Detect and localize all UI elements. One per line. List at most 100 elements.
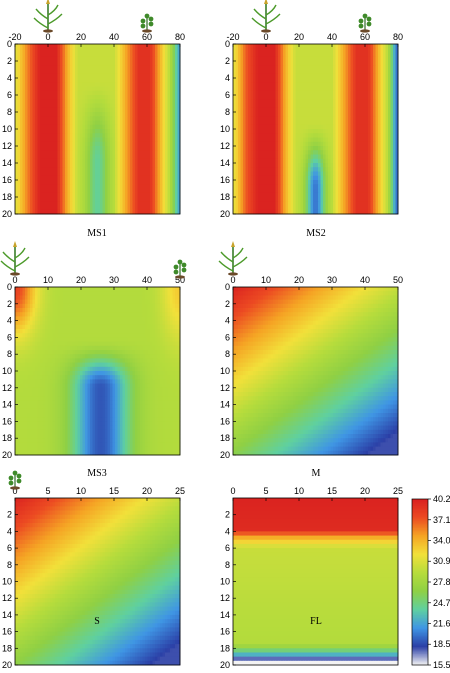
heat-cell [235, 133, 239, 138]
heat-cell [310, 116, 314, 121]
heat-cell [140, 205, 143, 211]
heat-cell [328, 82, 331, 87]
heat-cell [238, 90, 241, 96]
heat-cell [165, 90, 168, 96]
heat-cell [233, 175, 236, 181]
heat-cell [90, 95, 93, 100]
heat-cell [145, 56, 148, 62]
heat-cell [25, 167, 28, 172]
heat-cell [55, 158, 58, 164]
heat-cell [375, 52, 379, 58]
heat-cell [140, 61, 143, 66]
heat-cell [388, 69, 391, 75]
heat-cell [132, 133, 136, 138]
heat-cell [330, 69, 334, 75]
heat-cell [335, 150, 339, 155]
heat-cell [72, 61, 76, 66]
heat-cell [50, 103, 53, 109]
heat-cell [280, 48, 284, 53]
heat-cell [305, 141, 309, 147]
heat-cell [330, 82, 334, 87]
heat-cell [95, 65, 98, 70]
heat-cell [368, 103, 371, 109]
heat-cell [243, 112, 246, 117]
heat-cell [355, 137, 359, 143]
heat-cell [275, 180, 279, 185]
heat-cell [323, 188, 326, 194]
heat-cell [335, 141, 339, 147]
heat-cell [132, 209, 136, 215]
heat-cell [245, 78, 249, 83]
heat-cell [50, 116, 53, 121]
heat-cell [373, 103, 376, 109]
heat-cell [70, 95, 73, 100]
heat-cell [393, 52, 396, 58]
heat-cell [373, 112, 376, 117]
heat-cell [57, 188, 61, 194]
heat-cell [162, 197, 166, 202]
heat-cell [320, 141, 324, 147]
heat-cell [278, 146, 281, 151]
heat-cell [80, 99, 83, 104]
heat-cell [345, 184, 349, 189]
heat-cell [32, 120, 36, 126]
heat-cell [240, 48, 244, 53]
heat-cell [15, 184, 18, 189]
heat-cell [130, 163, 133, 168]
heat-cell [170, 61, 173, 66]
heat-cell [167, 141, 171, 147]
heat-cell [383, 129, 386, 134]
heat-cell [95, 112, 98, 117]
heat-cell [293, 175, 296, 181]
heat-cell [160, 116, 163, 121]
heat-cell [72, 112, 76, 117]
heat-cell [137, 69, 141, 75]
heat-cell [145, 44, 148, 49]
heat-cell [80, 107, 83, 113]
heat-cell [122, 95, 126, 100]
heat-cell [268, 175, 271, 181]
heat-cell [350, 163, 354, 168]
heat-cell [92, 197, 96, 202]
heat-cell [393, 44, 396, 49]
heat-cell [60, 124, 63, 130]
heat-cell [120, 124, 123, 130]
heat-cell [243, 69, 246, 75]
heat-cell [80, 180, 83, 185]
heat-cell [250, 99, 254, 104]
heat-cell [305, 86, 309, 92]
heat-cell [353, 112, 356, 117]
heat-cell [100, 69, 103, 75]
heat-cell [240, 141, 244, 147]
heat-cell [365, 184, 369, 189]
heat-cell [175, 78, 178, 83]
heat-cell [155, 78, 158, 83]
heat-cell [110, 78, 113, 83]
heat-cell [273, 78, 276, 83]
heat-cell [65, 65, 68, 70]
heat-cell [308, 146, 311, 151]
heat-cell [375, 175, 379, 181]
heat-cell [330, 158, 334, 164]
heat-cell [385, 56, 389, 62]
heat-cell [40, 86, 43, 92]
heat-cell [42, 103, 46, 109]
heat-cell [395, 56, 399, 62]
heat-cell [85, 120, 88, 126]
heat-cell [338, 137, 341, 143]
heat-cell [385, 65, 389, 70]
heat-cell [20, 146, 23, 151]
heat-cell [343, 90, 346, 96]
heat-cell [52, 120, 56, 126]
heat-cell [37, 78, 41, 83]
heat-cell [112, 120, 116, 126]
heat-cell [250, 167, 254, 172]
heat-cell [17, 44, 21, 49]
heat-cell [368, 154, 371, 160]
heat-cell [325, 133, 329, 138]
heat-cell [167, 205, 171, 211]
heat-cell [167, 146, 171, 151]
heat-cell [343, 180, 346, 185]
heat-cell [42, 129, 46, 134]
heat-cell [127, 103, 131, 109]
